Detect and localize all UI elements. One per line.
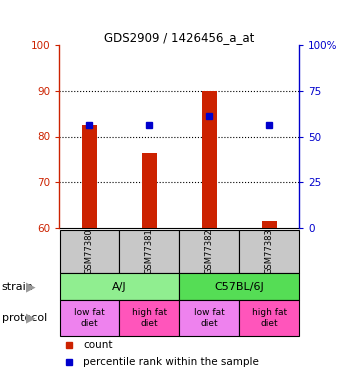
Bar	[119, 230, 180, 273]
Text: count: count	[84, 339, 113, 350]
Bar	[180, 300, 239, 336]
Bar	[119, 300, 180, 336]
Text: GSM77381: GSM77381	[145, 228, 154, 274]
Text: high fat
diet: high fat diet	[252, 308, 287, 327]
Text: C57BL/6J: C57BL/6J	[215, 282, 264, 291]
Text: low fat
diet: low fat diet	[74, 308, 105, 327]
Text: GSM77383: GSM77383	[265, 228, 274, 274]
Text: ▶: ▶	[26, 311, 35, 324]
Bar	[202, 91, 217, 228]
Bar	[180, 230, 239, 273]
Text: A/J: A/J	[112, 282, 127, 291]
Text: percentile rank within the sample: percentile rank within the sample	[84, 357, 259, 368]
Bar	[239, 300, 299, 336]
Bar	[59, 273, 180, 300]
Bar	[59, 230, 119, 273]
Text: ▶: ▶	[26, 280, 35, 293]
Bar	[142, 153, 157, 228]
Bar	[180, 273, 299, 300]
Text: protocol: protocol	[2, 313, 47, 323]
Text: GSM77382: GSM77382	[205, 228, 214, 274]
Title: GDS2909 / 1426456_a_at: GDS2909 / 1426456_a_at	[104, 31, 255, 44]
Bar	[239, 230, 299, 273]
Bar	[82, 125, 97, 228]
Text: high fat
diet: high fat diet	[132, 308, 167, 327]
Text: strain: strain	[2, 282, 34, 291]
Text: GSM77380: GSM77380	[85, 228, 94, 274]
Bar	[262, 221, 277, 228]
Bar	[59, 300, 119, 336]
Text: low fat
diet: low fat diet	[194, 308, 225, 327]
